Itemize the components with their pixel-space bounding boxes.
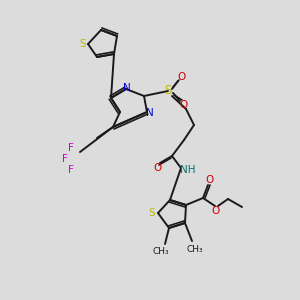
Text: O: O — [180, 100, 188, 110]
Text: N: N — [123, 83, 131, 93]
Text: O: O — [178, 72, 186, 82]
Text: F: F — [68, 143, 74, 153]
Text: NH: NH — [180, 165, 196, 175]
Text: S: S — [149, 208, 155, 218]
Text: O: O — [212, 206, 220, 216]
Text: CH₃: CH₃ — [153, 248, 169, 256]
Text: S: S — [164, 85, 172, 98]
Text: N: N — [146, 108, 154, 118]
Text: F: F — [62, 154, 68, 164]
Text: F: F — [68, 165, 74, 175]
Text: O: O — [205, 175, 213, 185]
Text: CH₃: CH₃ — [187, 244, 203, 253]
Text: S: S — [80, 39, 86, 49]
Text: O: O — [153, 163, 161, 173]
